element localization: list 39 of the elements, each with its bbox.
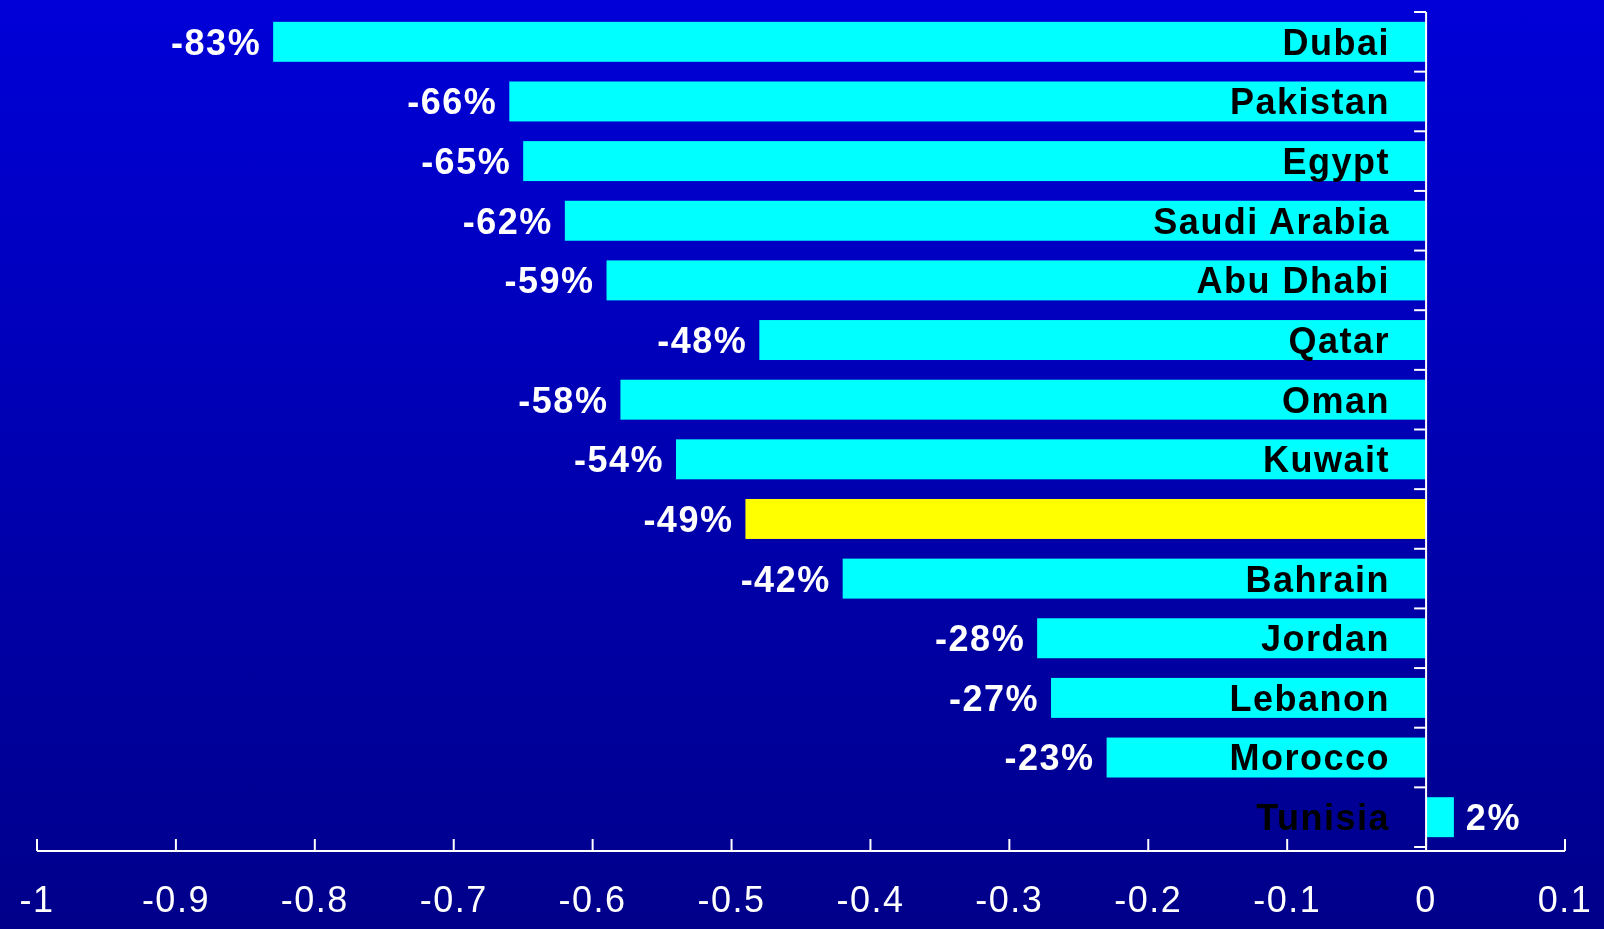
x-tick-label: -0.8 xyxy=(280,879,349,920)
x-tick-label: 0.1 xyxy=(1537,879,1593,920)
data-label: -58% xyxy=(518,379,609,421)
data-label: -59% xyxy=(504,260,595,302)
x-tick-label: 0 xyxy=(1415,879,1437,920)
x-tick-label: -0.6 xyxy=(558,879,627,920)
x-tick-label: -1 xyxy=(19,879,55,920)
y-tick-label: Oman xyxy=(1282,379,1391,421)
y-tick-label: Lebanon xyxy=(1229,677,1391,719)
y-tick-label: Qatar xyxy=(1288,320,1391,361)
y-tick-label: Bahrain xyxy=(1245,558,1391,600)
x-tick-label: -0.7 xyxy=(419,879,488,920)
y-tick-label: Kuwait xyxy=(1263,439,1391,481)
x-tick-label: -0.5 xyxy=(697,879,766,920)
x-tick-label: -0.1 xyxy=(1253,879,1322,920)
data-label: -42% xyxy=(740,558,831,600)
data-label: -54% xyxy=(573,439,664,481)
data-label: -62% xyxy=(462,200,553,242)
data-label: -83% xyxy=(171,21,262,63)
y-tick-label: Egypt xyxy=(1282,141,1391,183)
data-label: -49% xyxy=(643,498,734,540)
data-label: -23% xyxy=(1004,737,1095,779)
y-tick-label: Pakistan xyxy=(1230,81,1391,123)
data-label: -27% xyxy=(948,677,1040,719)
data-label: 2% xyxy=(1465,797,1521,839)
y-tick-label: Saudi Arabia xyxy=(1153,200,1391,242)
x-tick-label: -0.4 xyxy=(836,879,905,920)
y-tick-label: Tunisia xyxy=(1256,797,1391,839)
data-label: -48% xyxy=(657,320,748,361)
data-label: -28% xyxy=(935,618,1026,660)
y-tick-label: Morocco xyxy=(1229,737,1391,779)
data-label: -66% xyxy=(407,81,498,123)
x-tick-label: -0.2 xyxy=(1114,879,1183,920)
y-tick-label: Abu Dhabi xyxy=(1196,260,1391,302)
y-tick-label: Jordan xyxy=(1261,618,1391,660)
y-tick-label: Dubai xyxy=(1282,21,1391,63)
x-tick-label: -0.3 xyxy=(975,879,1044,920)
data-label: -65% xyxy=(421,141,512,183)
x-tick-label: -0.9 xyxy=(141,879,210,920)
